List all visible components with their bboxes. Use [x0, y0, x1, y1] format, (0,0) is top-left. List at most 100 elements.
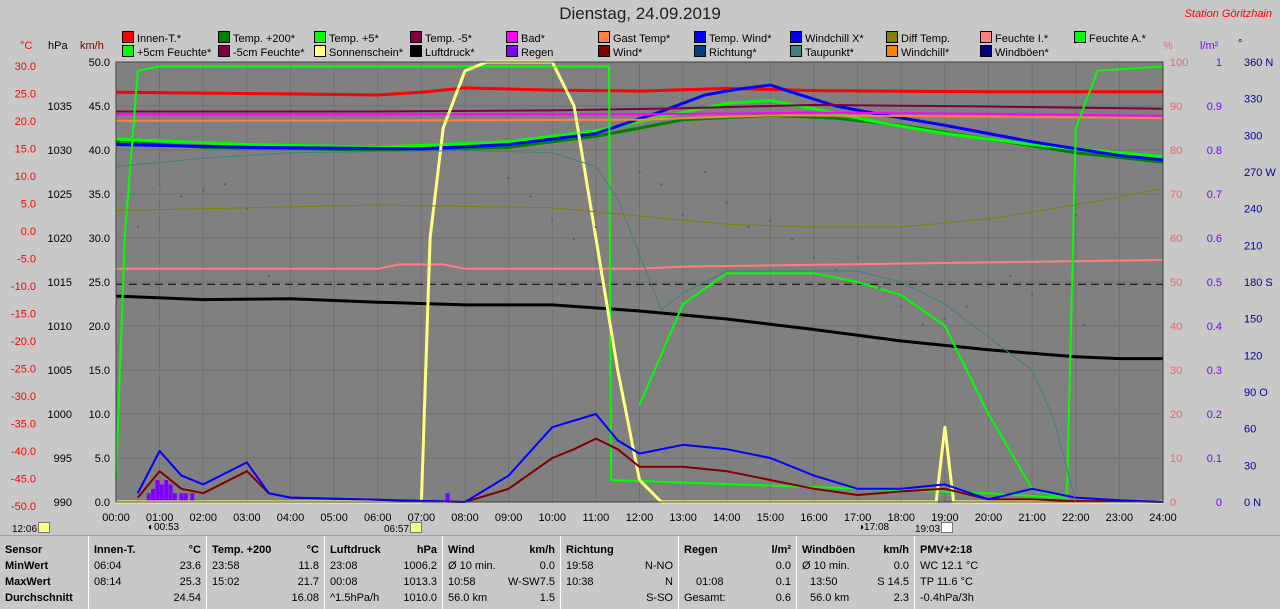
- rain-bar: [155, 480, 160, 502]
- stats-innen-max-time: 08:14: [94, 576, 122, 588]
- series-richtung-point: [747, 226, 750, 228]
- stats-luftdruck-min-time: 23:08: [330, 560, 358, 572]
- celsius-tick-label: 25.0: [15, 89, 36, 101]
- stats-wind-unit: km/h: [529, 544, 555, 556]
- stats-innen-max: 25.3: [179, 576, 201, 588]
- rain-bar: [179, 493, 184, 502]
- legend-item: Taupunkt*: [790, 45, 854, 60]
- kmh-tick-label: 25.0: [89, 277, 110, 289]
- stats-regen-unit: l/m²: [771, 544, 791, 556]
- stats-innen-unit: °C: [188, 544, 201, 556]
- time-tick-label: 23:00: [1106, 512, 1134, 524]
- marker-moonrise: ◐00:53: [148, 522, 180, 533]
- legend-label: Regen: [521, 47, 554, 59]
- celsius-tick-label: 10.0: [15, 171, 36, 183]
- series-bad-line: [116, 111, 1164, 117]
- stats-temp200-column: Temp. +200 °C 23:58 11.8 15:02 21.7 16.08: [206, 536, 324, 609]
- unit-celsius: °C: [20, 40, 33, 52]
- plot-border: [115, 61, 1164, 503]
- series-richtung-point: [660, 183, 663, 186]
- series-taupunkt-line: [115, 150, 1077, 503]
- stats-temp200-title: Temp. +200: [212, 544, 272, 556]
- degree-tick-label: 150: [1244, 314, 1262, 326]
- time-tick-label: 13:00: [669, 512, 697, 524]
- lm2-tick-label: 0.7: [1207, 189, 1222, 201]
- stats-pmv-trend: -0.4hPa/3h: [920, 592, 974, 604]
- series-richtung-point: [769, 219, 772, 222]
- legend-item: Diff Temp.: [886, 31, 950, 46]
- time-tick-label: 00:00: [102, 512, 130, 524]
- series-temp-5-line: [116, 103, 1164, 113]
- series-luftdruck-line: [115, 294, 1163, 361]
- celsius-tick-label: -35.0: [11, 419, 36, 431]
- series-feuchte-i-line: [116, 259, 1164, 270]
- stats-wind-distance: 56.0 km: [448, 592, 488, 604]
- chart-title: Dienstag, 24.09.2019: [559, 4, 721, 23]
- celsius-tick-label: -40.0: [11, 446, 36, 458]
- stats-min-label: MinWert: [5, 560, 49, 572]
- series-richtung-point: [834, 268, 837, 271]
- chart-area: 00:00 01:00 02:00 03:00 04:00 05:00 06:00 07:00…: [10, 4, 1277, 535]
- time-tick-label: 24:00: [1149, 512, 1177, 524]
- stats-innen-min-time: 06:04: [94, 560, 122, 572]
- celsius-tick-label: 20.0: [15, 116, 36, 128]
- degree-tick-label: 180 S: [1244, 277, 1273, 289]
- lm2-tick-label: 0.3: [1207, 365, 1222, 377]
- unit-kmh: km/h: [80, 40, 104, 52]
- legend-label: Windböen*: [995, 47, 1049, 59]
- hpa-tick-label: 1000: [48, 409, 72, 421]
- legend-label: Luftdruck*: [425, 47, 475, 59]
- series-richtung-point: [507, 177, 510, 180]
- unit-lm2: l/m²: [1200, 40, 1219, 52]
- series-richtung-point: [594, 226, 597, 228]
- kmh-tick-label: 20.0: [89, 321, 110, 333]
- series-richtung-point: [1009, 274, 1012, 277]
- time-tick-label: 07:00: [408, 512, 436, 524]
- series-richtung-point: [245, 207, 248, 210]
- legend-item: Feuchte A.*: [1074, 31, 1146, 46]
- series-richtung-point: [267, 274, 270, 277]
- series-richtung-point: [638, 171, 641, 173]
- stats-temp200-min: 11.8: [298, 560, 319, 572]
- time-tick-label: 06:00: [364, 512, 392, 524]
- legend-swatch: [1074, 31, 1086, 43]
- percent-tick-label: 10: [1170, 453, 1182, 465]
- legend-swatch: [218, 31, 230, 43]
- unit-degree: °: [1238, 38, 1243, 50]
- percent-tick-label: 60: [1170, 233, 1182, 245]
- stats-regen-total-label: Gesamt:: [684, 592, 726, 604]
- series-richtung-point: [180, 195, 183, 198]
- kmh-tick-label: 50.0: [89, 57, 110, 69]
- stats-temp200-min-time: 23:58: [212, 560, 240, 572]
- series-richtung-point: [158, 183, 161, 186]
- legend-swatch: [980, 31, 992, 43]
- legend-item: +5cm Feuchte*: [122, 45, 211, 60]
- legend-swatch: [218, 45, 230, 57]
- lm2-tick-label: 0.8: [1207, 145, 1222, 157]
- celsius-tick-label: 30.0: [15, 61, 36, 73]
- legend-label: Temp. +5*: [329, 33, 379, 45]
- stats-richtung-r1: N-NO: [644, 560, 673, 572]
- hpa-tick-label: 1035: [48, 101, 72, 113]
- moon-icon: ◐: [148, 522, 155, 533]
- time-tick-label: 12:00: [626, 512, 654, 524]
- moon-icon: ◑: [858, 522, 865, 533]
- rain-bar: [151, 488, 156, 502]
- stats-luftdruck-title: Luftdruck: [330, 544, 381, 556]
- legend-label: Windchill*: [901, 47, 950, 59]
- stats-richtung-column: Richtung 19:58 N-NO 10:38 N S-SO: [560, 536, 678, 609]
- stats-wind-max-time: 10:58: [448, 576, 476, 588]
- legend-item: Temp. -5*: [410, 31, 472, 46]
- time-tick-label: 22:00: [1062, 512, 1090, 524]
- legend-label: Windchill X*: [805, 33, 864, 45]
- time-tick-label: 09:00: [495, 512, 523, 524]
- series-richtung-point: [900, 305, 903, 308]
- percent-tick-label: 40: [1170, 321, 1182, 333]
- celsius-tick-label: -30.0: [11, 391, 36, 403]
- legend-swatch: [790, 31, 802, 43]
- series-windb-en-line: [136, 413, 1164, 503]
- stats-richtung-title: Richtung: [566, 544, 614, 556]
- lm2-tick-label: 0.6: [1207, 233, 1222, 245]
- time-tick-label: 21:00: [1018, 512, 1046, 524]
- series-richtung-point: [791, 238, 794, 241]
